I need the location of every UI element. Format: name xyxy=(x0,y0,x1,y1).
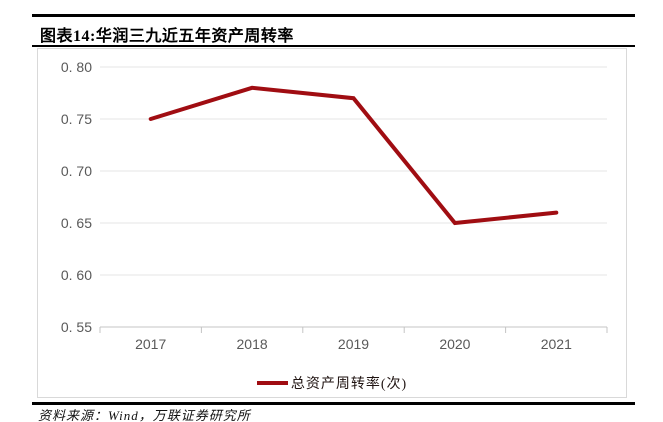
y-tick-label: 0. 60 xyxy=(61,267,92,283)
y-tick-label: 0. 75 xyxy=(61,111,92,127)
y-tick-label: 0. 55 xyxy=(61,319,92,335)
x-tick-label: 2019 xyxy=(338,336,369,352)
x-tick-label: 2020 xyxy=(439,336,470,352)
legend-line-swatch xyxy=(256,381,288,385)
figure-title: 图表14:华润三九近五年资产周转率 xyxy=(40,28,294,45)
title-divider-rule xyxy=(32,45,635,47)
y-tick-label: 0. 80 xyxy=(61,59,92,75)
y-tick-label: 0. 70 xyxy=(61,163,92,179)
legend-label: 总资产周转率(次) xyxy=(290,377,408,392)
y-tick-label: 0. 65 xyxy=(61,215,92,231)
series-line xyxy=(148,85,559,226)
x-tick-label: 2021 xyxy=(541,336,572,352)
legend: 总资产周转率(次) xyxy=(38,373,626,393)
top-rule xyxy=(32,14,635,17)
bottom-rule xyxy=(32,402,635,405)
chart-area: 0. 55 0. 60 0. 65 0. 70 0. 75 0. 80 2017 2018 20… xyxy=(37,48,627,398)
x-tick-label: 2017 xyxy=(135,336,166,352)
x-tick-label: 2018 xyxy=(237,336,268,352)
asset-turnover-line-chart: 0. 55 0. 60 0. 65 0. 70 0. 75 0. 80 2017 2018 20… xyxy=(61,59,608,352)
source-note: 资料来源：Wind，万联证券研究所 xyxy=(38,408,251,422)
